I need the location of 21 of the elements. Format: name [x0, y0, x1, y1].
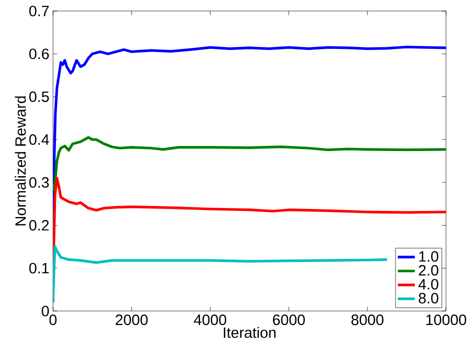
- legend-label: 4.0: [418, 278, 438, 290]
- x-tick-label: 2000: [116, 314, 148, 326]
- legend-label: 8.0: [418, 292, 438, 304]
- legend-label: 2.0: [418, 265, 438, 276]
- y-tick-label: 0.5: [29, 91, 49, 102]
- x-tick-label: 10000: [426, 314, 466, 326]
- y-tick-label: 0.3: [29, 177, 49, 188]
- x-tick-label: 8000: [351, 314, 384, 326]
- y-tick-label: 0.7: [29, 6, 49, 16]
- y-axis-title: Normalized Reward: [14, 96, 26, 226]
- y-tick-label: 0: [42, 306, 49, 316]
- line-series: [53, 136, 446, 192]
- x-axis-title: Iteration: [224, 326, 276, 338]
- y-tick-label: 0.4: [29, 134, 50, 145]
- y-tick-label: 0.6: [29, 48, 49, 60]
- y-tick-label: 0.1: [29, 262, 49, 274]
- x-tick-label: 4000: [194, 314, 226, 326]
- x-tick-label: 0: [49, 314, 57, 326]
- x-tick-label: 6000: [272, 314, 305, 326]
- y-tick-label: 0.2: [29, 220, 49, 231]
- legend-label: 1.0: [419, 251, 438, 262]
